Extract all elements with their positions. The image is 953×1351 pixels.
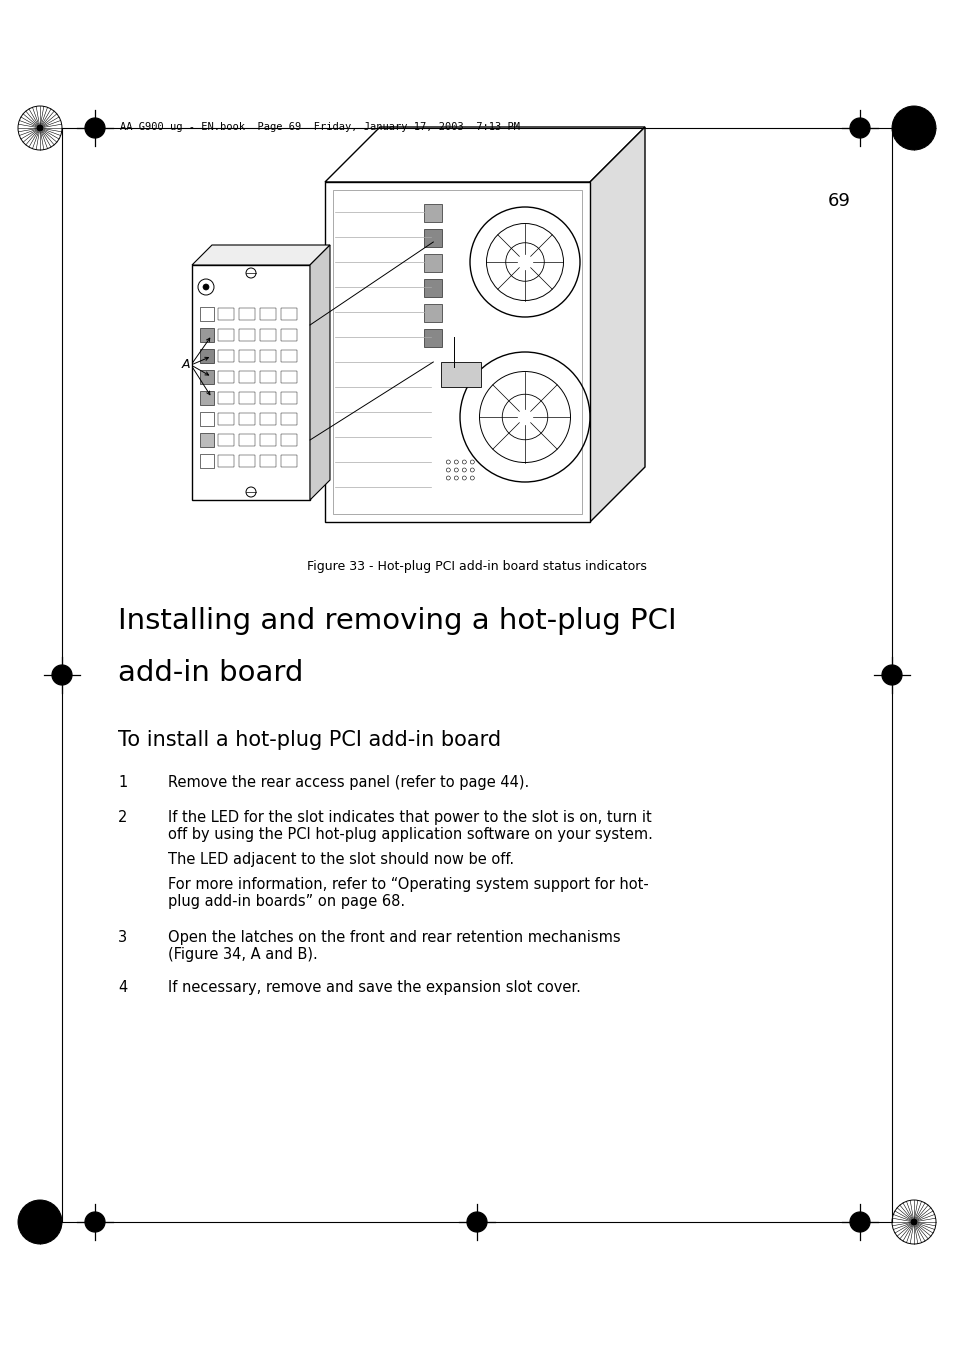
- Circle shape: [37, 1219, 43, 1225]
- Bar: [200, 328, 213, 342]
- Bar: [239, 413, 254, 426]
- Bar: [239, 308, 254, 320]
- Text: 69: 69: [827, 192, 850, 209]
- Bar: [281, 455, 296, 467]
- Text: Installing and removing a hot-plug PCI: Installing and removing a hot-plug PCI: [118, 607, 676, 635]
- Circle shape: [910, 1219, 916, 1225]
- Text: plug add-in boards” on page 68.: plug add-in boards” on page 68.: [168, 894, 405, 909]
- Bar: [218, 308, 233, 320]
- Bar: [218, 330, 233, 340]
- Bar: [260, 413, 275, 426]
- Bar: [200, 454, 213, 467]
- Circle shape: [849, 118, 869, 138]
- Bar: [239, 392, 254, 404]
- Bar: [260, 330, 275, 340]
- Text: 3: 3: [118, 929, 127, 944]
- Circle shape: [52, 665, 71, 685]
- Circle shape: [85, 1212, 105, 1232]
- Bar: [441, 362, 481, 386]
- Text: To install a hot-plug PCI add-in board: To install a hot-plug PCI add-in board: [118, 730, 500, 750]
- Text: If the LED for the slot indicates that power to the slot is on, turn it: If the LED for the slot indicates that p…: [168, 811, 651, 825]
- Bar: [218, 392, 233, 404]
- Text: The LED adjacent to the slot should now be off.: The LED adjacent to the slot should now …: [168, 852, 514, 867]
- Bar: [192, 265, 310, 500]
- Text: For more information, refer to “Operating system support for hot-: For more information, refer to “Operatin…: [168, 877, 648, 892]
- Bar: [260, 308, 275, 320]
- Text: 1: 1: [118, 775, 127, 790]
- Bar: [424, 230, 442, 247]
- Bar: [200, 370, 213, 384]
- Bar: [281, 330, 296, 340]
- Bar: [281, 350, 296, 362]
- Bar: [260, 434, 275, 446]
- Bar: [218, 350, 233, 362]
- Bar: [200, 434, 213, 447]
- Circle shape: [882, 665, 901, 685]
- Bar: [260, 455, 275, 467]
- Text: AA G900 ug - EN.book  Page 69  Friday, January 17, 2003  7:13 PM: AA G900 ug - EN.book Page 69 Friday, Jan…: [120, 122, 519, 132]
- Bar: [424, 204, 442, 222]
- Bar: [260, 372, 275, 382]
- Circle shape: [910, 126, 916, 131]
- Bar: [239, 350, 254, 362]
- Bar: [239, 455, 254, 467]
- Bar: [325, 182, 589, 521]
- Polygon shape: [310, 245, 330, 500]
- Bar: [281, 392, 296, 404]
- Bar: [424, 254, 442, 272]
- Bar: [218, 455, 233, 467]
- Bar: [218, 434, 233, 446]
- Text: add-in board: add-in board: [118, 659, 303, 688]
- Text: 2: 2: [118, 811, 128, 825]
- Polygon shape: [192, 245, 330, 265]
- Bar: [218, 413, 233, 426]
- Text: A: A: [182, 358, 190, 372]
- Bar: [281, 308, 296, 320]
- Polygon shape: [589, 127, 644, 521]
- Polygon shape: [325, 127, 644, 182]
- Bar: [424, 330, 442, 347]
- Bar: [200, 349, 213, 363]
- Bar: [424, 280, 442, 297]
- Text: (Figure 34, A and B).: (Figure 34, A and B).: [168, 947, 317, 962]
- Bar: [200, 390, 213, 405]
- Bar: [239, 330, 254, 340]
- Bar: [200, 412, 213, 426]
- Text: Figure 33 - Hot-plug PCI add-in board status indicators: Figure 33 - Hot-plug PCI add-in board st…: [307, 561, 646, 573]
- Bar: [218, 372, 233, 382]
- Bar: [424, 304, 442, 322]
- Bar: [260, 350, 275, 362]
- Text: 4: 4: [118, 979, 127, 994]
- Circle shape: [85, 118, 105, 138]
- Circle shape: [18, 1200, 62, 1244]
- Circle shape: [467, 1212, 486, 1232]
- Bar: [239, 372, 254, 382]
- Bar: [281, 434, 296, 446]
- Circle shape: [203, 284, 209, 290]
- Text: Remove the rear access panel (refer to page 44).: Remove the rear access panel (refer to p…: [168, 775, 529, 790]
- Bar: [333, 190, 581, 513]
- Text: off by using the PCI hot-plug application software on your system.: off by using the PCI hot-plug applicatio…: [168, 827, 652, 842]
- Circle shape: [891, 105, 935, 150]
- Bar: [260, 392, 275, 404]
- Circle shape: [849, 1212, 869, 1232]
- Circle shape: [37, 126, 43, 131]
- Bar: [281, 413, 296, 426]
- Text: If necessary, remove and save the expansion slot cover.: If necessary, remove and save the expans…: [168, 979, 580, 994]
- Bar: [200, 307, 213, 322]
- Text: Open the latches on the front and rear retention mechanisms: Open the latches on the front and rear r…: [168, 929, 620, 944]
- Bar: [281, 372, 296, 382]
- Bar: [239, 434, 254, 446]
